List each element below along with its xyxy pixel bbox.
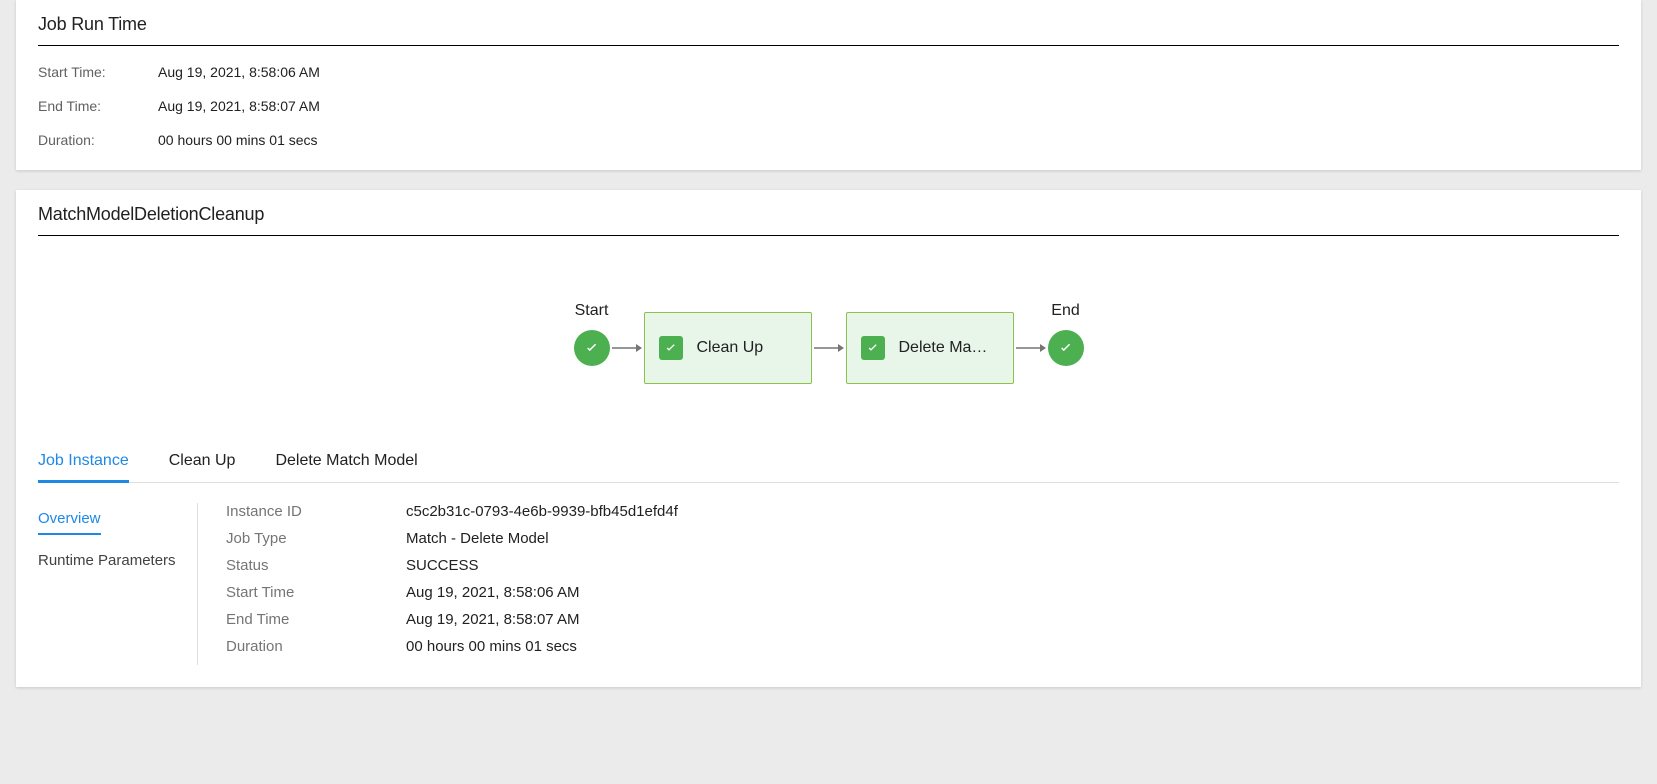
job-run-time-title: Job Run Time: [38, 0, 1619, 46]
end-time-label: End Time:: [38, 98, 158, 114]
workflow-diagram: Start Clean Up: [38, 254, 1619, 444]
workflow-title: MatchModelDeletionCleanup: [38, 190, 1619, 236]
check-square-icon: [659, 336, 683, 360]
workflow-step-delete-match[interactable]: Delete Ma…: [846, 312, 1014, 384]
end-time-row: End Time: Aug 19, 2021, 8:58:07 AM: [38, 98, 1619, 114]
overview-row-instance-id: Instance ID c5c2b31c-0793-4e6b-9939-bfb4…: [226, 503, 1619, 520]
overview-value: 00 hours 00 mins 01 secs: [406, 638, 577, 655]
overview-body: Instance ID c5c2b31c-0793-4e6b-9939-bfb4…: [226, 503, 1619, 665]
side-nav-overview[interactable]: Overview: [38, 503, 101, 535]
duration-value: 00 hours 00 mins 01 secs: [158, 132, 318, 148]
overview-label: Instance ID: [226, 503, 406, 520]
duration-row: Duration: 00 hours 00 mins 01 secs: [38, 132, 1619, 148]
workflow-panel: MatchModelDeletionCleanup Start Clean Up: [16, 190, 1641, 687]
overview-label: End Time: [226, 611, 406, 628]
overview-row-end-time: End Time Aug 19, 2021, 8:58:07 AM: [226, 611, 1619, 628]
overview-row-status: Status SUCCESS: [226, 557, 1619, 574]
overview-value: c5c2b31c-0793-4e6b-9939-bfb45d1efd4f: [406, 503, 678, 520]
overview-value: Match - Delete Model: [406, 530, 549, 547]
arrow-icon: [1016, 347, 1046, 349]
overview-value: Aug 19, 2021, 8:58:07 AM: [406, 611, 579, 628]
detail-area: Overview Runtime Parameters Instance ID …: [38, 503, 1619, 665]
tab-delete-match-model[interactable]: Delete Match Model: [275, 444, 417, 483]
overview-row-job-type: Job Type Match - Delete Model: [226, 530, 1619, 547]
arrow-icon: [612, 347, 642, 349]
workflow-step-label: Clean Up: [697, 339, 764, 357]
overview-label: Start Time: [226, 584, 406, 601]
overview-label: Job Type: [226, 530, 406, 547]
duration-label: Duration:: [38, 132, 158, 148]
job-run-time-panel: Job Run Time Start Time: Aug 19, 2021, 8…: [16, 0, 1641, 170]
overview-label: Status: [226, 557, 406, 574]
workflow-step-label: Delete Ma…: [899, 339, 988, 357]
overview-label: Duration: [226, 638, 406, 655]
end-time-value: Aug 19, 2021, 8:58:07 AM: [158, 98, 320, 114]
start-time-value: Aug 19, 2021, 8:58:06 AM: [158, 64, 320, 80]
workflow-start-label: Start: [575, 302, 609, 322]
tab-job-instance[interactable]: Job Instance: [38, 444, 129, 483]
detail-side-nav: Overview Runtime Parameters: [38, 503, 198, 665]
overview-row-start-time: Start Time Aug 19, 2021, 8:58:06 AM: [226, 584, 1619, 601]
start-time-label: Start Time:: [38, 64, 158, 80]
workflow-start-node[interactable]: Start: [574, 302, 610, 366]
overview-row-duration: Duration 00 hours 00 mins 01 secs: [226, 638, 1619, 655]
workflow-end-label: End: [1051, 302, 1079, 322]
workflow-step-clean-up[interactable]: Clean Up: [644, 312, 812, 384]
tab-clean-up[interactable]: Clean Up: [169, 444, 236, 483]
detail-tabs: Job Instance Clean Up Delete Match Model: [38, 444, 1619, 483]
workflow-end-node[interactable]: End: [1048, 302, 1084, 366]
check-circle-icon: [1048, 330, 1084, 366]
check-circle-icon: [574, 330, 610, 366]
arrow-icon: [814, 347, 844, 349]
check-square-icon: [861, 336, 885, 360]
side-nav-runtime-parameters[interactable]: Runtime Parameters: [38, 545, 181, 577]
start-time-row: Start Time: Aug 19, 2021, 8:58:06 AM: [38, 64, 1619, 80]
overview-value: SUCCESS: [406, 557, 479, 574]
overview-value: Aug 19, 2021, 8:58:06 AM: [406, 584, 579, 601]
